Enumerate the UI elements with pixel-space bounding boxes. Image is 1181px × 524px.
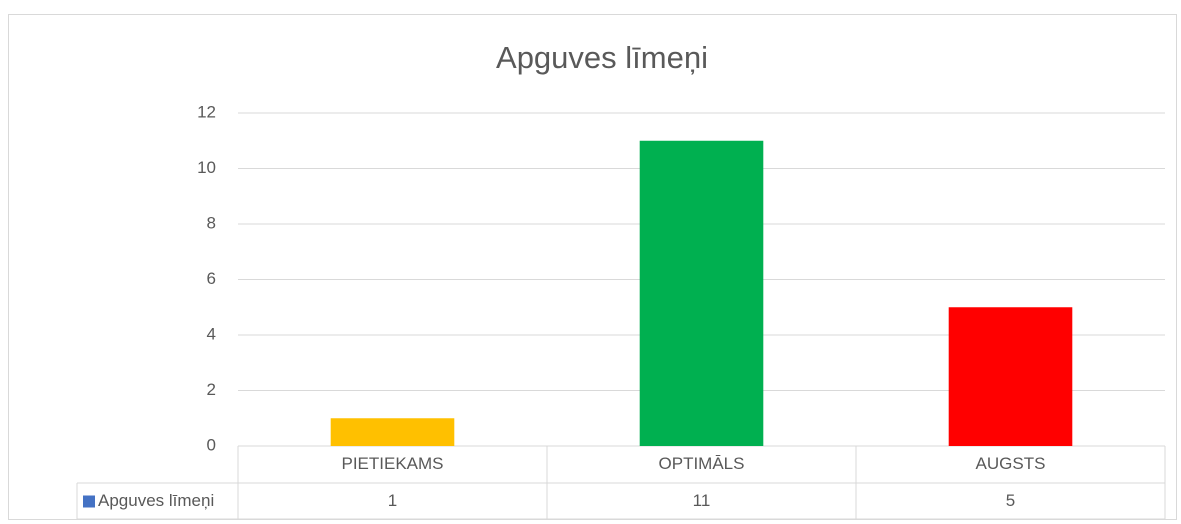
chart-title: Apguves līmeņi [496, 40, 708, 75]
legend-key [83, 495, 95, 508]
legend-label: Apguves līmeņi [98, 491, 214, 510]
x-tick-label: AUGSTS [976, 454, 1046, 473]
bar [639, 140, 764, 446]
table-value: 11 [693, 491, 711, 510]
x-tick-label: OPTIMĀLS [659, 454, 745, 473]
table-value: 1 [388, 491, 397, 510]
table-value: 5 [1006, 491, 1015, 510]
y-tick-label: 4 [207, 324, 216, 343]
y-tick-label: 10 [197, 158, 216, 177]
y-tick-label: 2 [207, 380, 216, 399]
y-tick-label: 6 [207, 269, 216, 288]
y-tick-label: 8 [207, 213, 216, 232]
bar [948, 307, 1073, 446]
y-tick-label: 0 [207, 435, 216, 454]
y-tick-label: 12 [197, 102, 216, 121]
bar [330, 418, 455, 446]
x-tick-label: PIETIEKAMS [341, 454, 443, 473]
